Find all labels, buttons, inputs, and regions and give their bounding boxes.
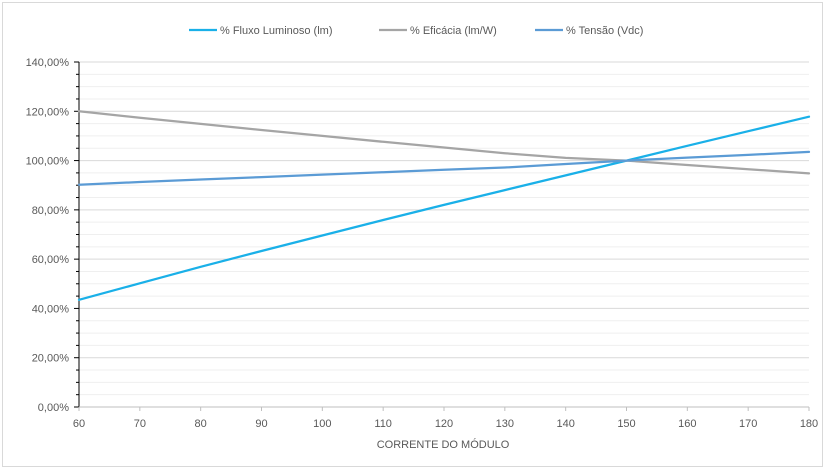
series-line-2 [77, 150, 811, 186]
y-tick-label: 120,00% [26, 106, 70, 118]
y-tick-label: 80,00% [32, 205, 70, 217]
x-axis-title: CORRENTE DO MÓDULO [377, 438, 510, 451]
legend-label: % Eficácia (lm/W) [410, 25, 497, 37]
y-tick-label: 40,00% [32, 303, 70, 315]
legend-item-0: % Fluxo Luminoso (lm) [189, 25, 332, 37]
x-tick-label: 150 [617, 418, 635, 430]
x-tick-label: 110 [374, 418, 392, 430]
y-tick-label: 60,00% [32, 254, 70, 266]
x-tick-label: 170 [739, 418, 757, 430]
series-line-1 [77, 110, 811, 175]
x-tick-label: 90 [255, 418, 267, 430]
legend-item-1: % Eficácia (lm/W) [379, 25, 497, 37]
x-tick-label: 180 [800, 418, 818, 430]
axes: 0,00% 20,00% 40,00% 60,00% 80,00% 100,00% 120,… [26, 57, 819, 430]
x-tick-label: 70 [134, 418, 146, 430]
y-tick-label: 100,00% [26, 156, 70, 168]
y-tick-label: 20,00% [32, 353, 70, 365]
x-tick-label: 60 [73, 418, 85, 430]
y-tick-label: 0,00% [38, 402, 69, 414]
x-tick-label: 140 [556, 418, 574, 430]
series-line-0 [77, 115, 811, 301]
gridlines [79, 61, 809, 396]
series-lines [77, 110, 811, 301]
x-tick-label: 120 [435, 418, 453, 430]
x-tick-label: 130 [496, 418, 514, 430]
x-tick-label: 80 [195, 418, 207, 430]
legend: % Fluxo Luminoso (lm) % Eficácia (lm/W) % … [189, 25, 643, 37]
x-tick-label: 100 [313, 418, 331, 430]
x-tick-label: 160 [678, 418, 696, 430]
legend-item-2: % Tensão (Vdc) [535, 25, 643, 37]
legend-label: % Fluxo Luminoso (lm) [220, 25, 332, 37]
y-tick-label: 140,00% [26, 57, 70, 69]
line-chart: % Fluxo Luminoso (lm) % Eficácia (lm/W) % … [26, 25, 819, 451]
legend-label: % Tensão (Vdc) [566, 25, 643, 37]
